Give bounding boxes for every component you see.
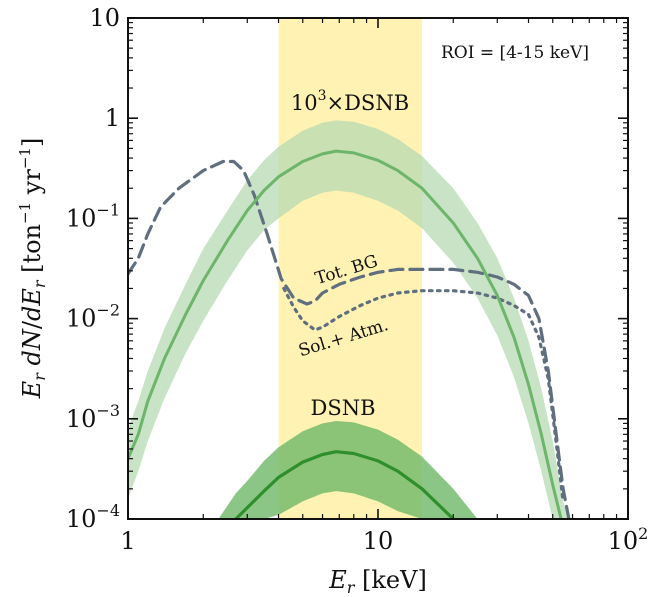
y-axis-title: Er dN/dEr [ton−1 yr−1]: [16, 138, 49, 400]
y-tick-label: 10−2: [66, 301, 120, 333]
axes: 1 10 102 10 1 10−1 10−2 10−3 10−4: [66, 4, 649, 555]
x-tick-label: 102: [608, 524, 649, 555]
scaled-dsnb-line: [128, 149, 563, 519]
scaled-dsnb-band: [128, 120, 569, 519]
dsnb-line: [234, 450, 455, 519]
dsnb-band: [218, 421, 490, 519]
roi-label: ROI = [4-15 keV]: [441, 43, 589, 63]
scaled-dsnb-label: 103×DSNB: [291, 88, 409, 115]
svg-text:Er [keV]: Er [keV]: [328, 566, 427, 597]
y-tick-label: 1: [105, 104, 120, 132]
svg-text:Er dN/dEr [ton−1 yr−1]: Er dN/dEr [ton−1 yr−1]: [16, 138, 49, 400]
plot-content: [128, 18, 575, 519]
y-tick-label: 10−3: [66, 401, 120, 433]
x-tick-label: 1: [120, 527, 135, 555]
x-axis-title: Er [keV]: [328, 566, 427, 597]
x-tick-label: 10: [363, 527, 394, 555]
sol-atm-line: [282, 286, 565, 503]
plot-area: [128, 18, 575, 519]
y-tick-label: 10−1: [66, 200, 120, 232]
dsnb-label: DSNB: [310, 396, 375, 420]
tot-bg-line: [128, 159, 575, 519]
y-tick-label: 10−4: [66, 501, 120, 533]
y-tick-label: 10: [89, 4, 120, 32]
